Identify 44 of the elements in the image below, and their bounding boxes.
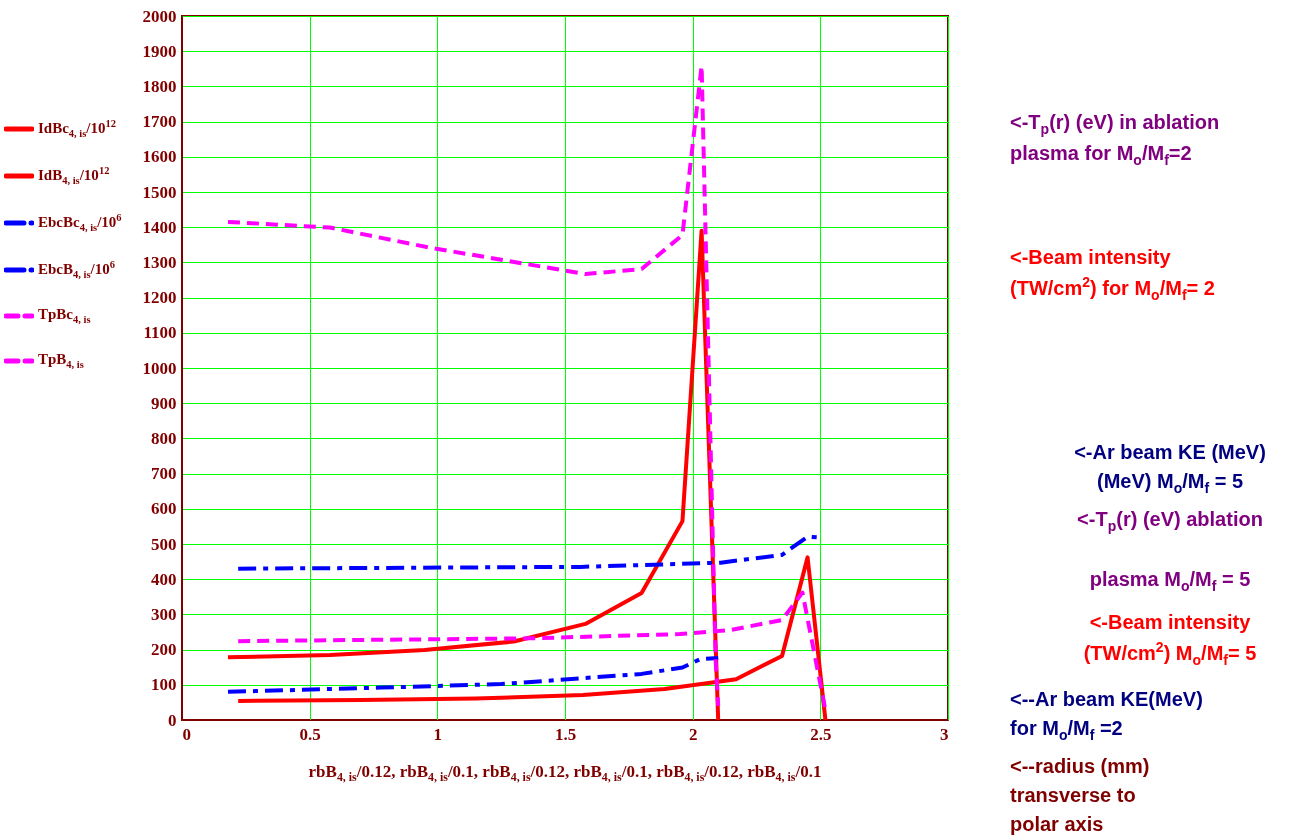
text: rbB$_{4, is}$/0.12, rbB$_{4, is}$/0.1, rbB$_{4, is}$/0.12, rbB$_{4, is}$/0.1, rbB$_{4, is}$/0.12, rbB$_{4, is}$/0.1 [308,762,822,785]
x-tick-label: 3 [940,724,949,744]
line-series [225,656,721,694]
text: <--radius (mm) transverse to polar axis [1010,754,1151,837]
text: <-Beam intensity (TW/cm$^{2}$) for M$_{o}$/M$_{f}$= 2 [1010,245,1216,305]
x-tick-label: 2 [688,724,698,744]
text: <-Beam intensity (TW/cm$^{2}$) M$_{o}$/M$_{f}$= 5 [1082,610,1258,670]
x-tick-label: 0.5 [299,724,321,744]
y-tick-label: 1600 [142,147,177,167]
x-tick-label: 1 [433,724,443,744]
legend-label: IdB$_{4, is}$/10$^{12}$ [38,165,110,186]
x-tick-label: 0 [182,724,191,744]
y-tick-label: 300 [151,604,177,624]
legend-label: IdBc$_{4, is}$/10$^{12}$ [38,118,117,139]
y-tick-label: 800 [151,428,177,448]
y-tick-label: 1000 [142,358,177,378]
line-series [236,555,828,720]
y-tick-label: 1700 [142,112,177,132]
y-tick-label: 1300 [142,252,177,272]
y-tick-label: 200 [151,640,177,660]
y-tick-label: 500 [151,534,177,554]
y-tick-label: 0 [168,710,177,730]
legend-label: EbcBc$_{4, is}$/10$^{6}$ [38,212,122,233]
legend-label: EbcB$_{4, is}$/10$^{6}$ [38,259,115,280]
y-tick-label: 1900 [142,41,177,61]
text: <--Ar beam KE(MeV) for M$_{o}$/M$_{f}$ =2 [1010,687,1204,745]
y-tick-label: 1400 [142,217,177,237]
y-tick-label: 600 [151,499,177,519]
legend-label: TpBc$_{4, is}$ [38,306,91,325]
y-tick-label: 700 [151,464,177,484]
x-tick-label: 1.5 [554,724,577,744]
y-tick-label: 2000 [142,6,177,26]
text: <-T$_{p}$(r) (eV) ablation plasma M$_{o}$/M$_{f}$ = 5 [1077,508,1263,595]
y-tick-label: 100 [151,675,177,695]
y-tick-label: 1800 [142,76,177,96]
legend-label: TpB$_{4, is}$ [38,351,84,370]
text: <-Ar beam KE (MeV) (MeV) M$_{o}$/M$_{f}$ = 5 [1073,440,1267,498]
y-tick-label: 1100 [143,323,177,343]
y-tick-label: 1500 [142,182,177,202]
y-tick-label: 400 [151,569,177,589]
y-tick-label: 1200 [142,288,177,308]
x-tick-label: 2.5 [810,724,832,744]
y-tick-label: 900 [151,393,177,413]
text: <-T$_{p}$(r) (eV) in ablation plasma for M$_{o}$/M$_{f}$=2 [1010,110,1221,171]
